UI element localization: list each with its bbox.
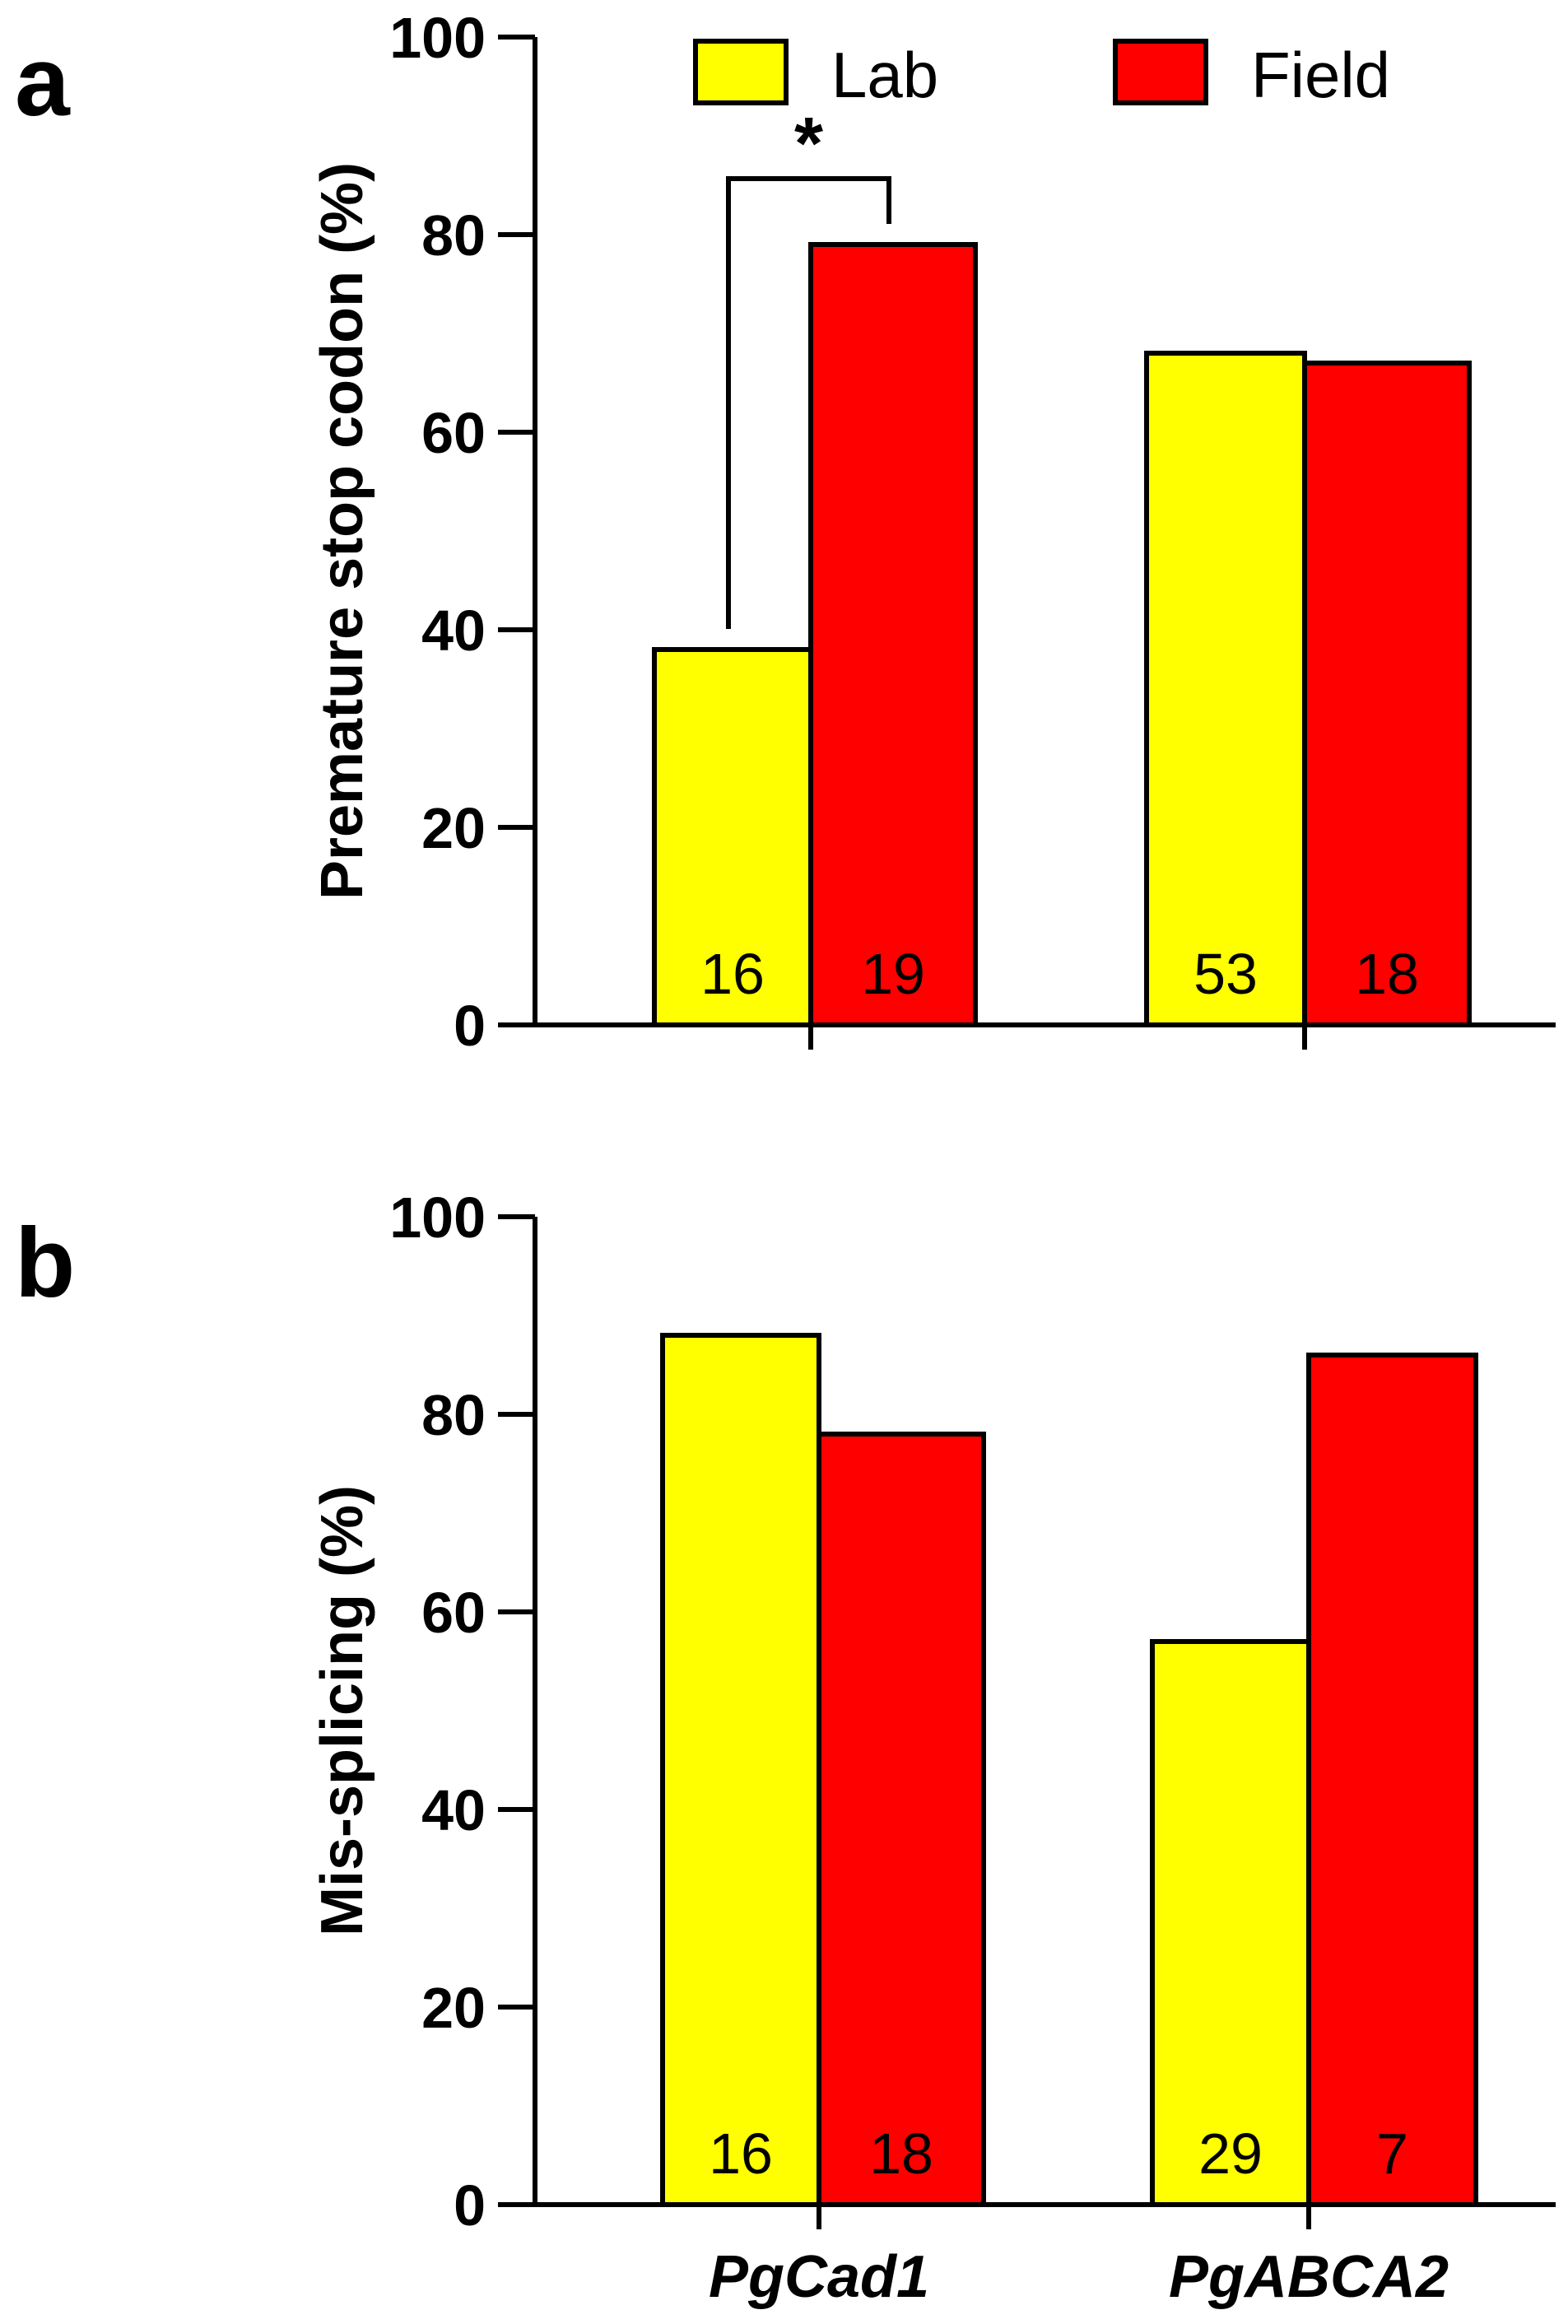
legend-swatch-lab <box>693 39 789 105</box>
bar-count-label: 29 <box>1198 2121 1263 2186</box>
bar-lab-pgabca2 <box>1144 351 1307 1027</box>
bar-count-label: 53 <box>1193 942 1258 1006</box>
x-category-label: PgCad1 <box>709 2244 929 2310</box>
bar-field-pgcad1 <box>808 242 978 1027</box>
bar-count-label: 18 <box>869 2121 933 2186</box>
y-tick-label: 80 <box>421 1383 486 1447</box>
bar-count-label: 18 <box>1355 942 1419 1006</box>
y-tick-label: 60 <box>421 1581 486 1645</box>
legend-label-lab: Lab <box>831 39 938 111</box>
y-tick-label: 20 <box>421 796 486 860</box>
significance-star: * <box>794 103 823 185</box>
y-axis-title: Mis-splicing (%) <box>309 1485 375 1936</box>
y-tick-label: 40 <box>421 1778 486 1842</box>
y-tick-label: 0 <box>454 994 486 1058</box>
bar-lab-pgabca2 <box>1150 1639 1311 2207</box>
panel-letter-b: b <box>15 1208 75 1318</box>
y-tick-label: 100 <box>389 1185 486 1250</box>
legend-swatch-field <box>1113 39 1208 105</box>
y-tick-label: 40 <box>421 598 486 663</box>
significance-bracket <box>726 176 891 629</box>
y-tick-label: 0 <box>454 2173 486 2238</box>
legend-label-field: Field <box>1251 39 1390 111</box>
bar-count-label: 16 <box>700 942 765 1006</box>
y-tick-label: 80 <box>421 203 486 268</box>
bar-field-pgabca2 <box>1302 361 1472 1027</box>
bar-count-label: 7 <box>1376 2121 1408 2186</box>
x-category-label: PgABCA2 <box>1169 2244 1449 2310</box>
y-axis-title: Premature stop codon (%) <box>309 162 375 900</box>
bar-field-pgcad1 <box>817 1432 986 2207</box>
bar-lab-pgcad1 <box>660 1333 821 2207</box>
bar-count-label: 16 <box>709 2121 773 2186</box>
panel-letter-a: a <box>15 26 71 137</box>
bar-count-label: 19 <box>861 942 925 1006</box>
y-tick-label: 60 <box>421 401 486 465</box>
bar-field-pgabca2 <box>1306 1353 1478 2207</box>
y-tick-label: 20 <box>421 1976 486 2040</box>
y-tick-label: 100 <box>389 6 486 70</box>
